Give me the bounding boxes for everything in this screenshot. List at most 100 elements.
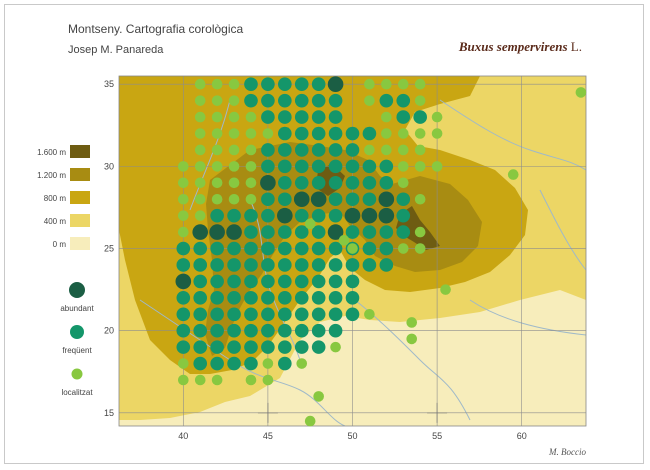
occurrence-point-frequent xyxy=(278,77,292,92)
occurrence-point-frequent xyxy=(362,176,377,190)
occurrence-point-localitzat xyxy=(381,111,392,123)
occurrence-point-localitzat xyxy=(228,95,240,106)
occurrence-point-localitzat xyxy=(211,78,223,90)
occurrence-point-frequent xyxy=(311,241,326,256)
occurrence-point-abundant xyxy=(277,207,293,224)
occurrence-point-frequent xyxy=(244,225,258,239)
occurrence-point-frequent xyxy=(311,93,326,108)
occurrence-point-frequent xyxy=(210,274,224,289)
occurrence-point-frequent xyxy=(210,258,224,272)
occurrence-point-frequent xyxy=(261,192,275,207)
occurrence-point-localitzat xyxy=(414,243,426,254)
occurrence-point-frequent xyxy=(210,356,224,371)
occurrence-point-frequent xyxy=(345,291,360,305)
occurrence-point-localitzat xyxy=(330,341,341,353)
map-author: Josep M. Panareda xyxy=(68,44,164,56)
occurrence-point-localitzat xyxy=(194,95,206,106)
occurrence-point-localitzat xyxy=(397,243,409,254)
occurrence-point-localitzat xyxy=(414,78,426,90)
occurrence-point-frequent xyxy=(244,356,258,371)
occurrence-point-frequent xyxy=(345,307,360,322)
occurrence-point-localitzat xyxy=(414,226,426,238)
occurrence-point-abundant xyxy=(327,76,344,93)
occurrence-point-localitzat xyxy=(177,161,189,172)
occurrence-point-frequent xyxy=(261,291,275,305)
occurrence-point-frequent xyxy=(328,258,343,272)
occurrence-point-frequent xyxy=(278,192,292,207)
occurrence-point-frequent xyxy=(413,110,427,124)
occurrence-point-frequent xyxy=(379,225,394,239)
occurrence-point-frequent xyxy=(311,143,326,157)
occurrence-point-frequent xyxy=(278,176,292,190)
occurrence-point-localitzat xyxy=(245,111,257,123)
occurrence-points xyxy=(175,76,587,427)
occurrence-point-frequent xyxy=(311,77,326,92)
occurrence-point-frequent xyxy=(379,241,394,256)
occurrence-point-frequent xyxy=(311,323,326,338)
occurrence-point-localitzat xyxy=(296,358,308,369)
occurrence-point-frequent xyxy=(278,274,292,289)
occurrence-point-localitzat xyxy=(194,128,206,139)
occurrence-point-localitzat xyxy=(228,177,240,189)
occurrence-point-localitzat xyxy=(228,111,240,123)
occurrence-point-frequent xyxy=(294,126,309,141)
x-tick-label: 45 xyxy=(263,431,273,441)
occurrence-point-localitzat xyxy=(194,78,206,90)
occurrence-point-frequent xyxy=(345,274,360,289)
legend-abundance-symbol xyxy=(70,325,84,339)
river-network xyxy=(139,99,586,426)
legend-altitude-swatch xyxy=(70,168,90,181)
occurrence-point-frequent xyxy=(362,258,377,272)
occurrence-point-localitzat xyxy=(381,78,392,90)
occurrence-point-frequent xyxy=(294,291,309,305)
y-tick-label: 35 xyxy=(104,79,114,89)
occurrence-point-frequent xyxy=(227,291,241,305)
occurrence-point-localitzat xyxy=(397,177,409,189)
occurrence-point-localitzat xyxy=(245,161,257,172)
occurrence-point-frequent xyxy=(261,143,275,157)
cartographer-credit: M. Boccio xyxy=(549,447,586,457)
occurrence-point-localitzat xyxy=(262,128,274,139)
occurrence-point-localitzat xyxy=(211,374,223,386)
occurrence-point-localitzat xyxy=(507,169,519,180)
occurrence-point-frequent xyxy=(396,93,411,108)
occurrence-point-abundant xyxy=(192,224,209,240)
y-tick-label: 20 xyxy=(104,326,114,336)
occurrence-point-frequent xyxy=(311,258,326,272)
occurrence-point-abundant xyxy=(175,273,192,290)
occurrence-point-localitzat xyxy=(338,235,350,246)
legend: 1.600 m 1.200 m 800 m 400 m 0 m abundant freqü… xyxy=(37,145,94,397)
occurrence-point-frequent xyxy=(176,241,191,256)
legend-abundance-label: freqüent xyxy=(62,346,92,355)
occurrence-point-frequent xyxy=(345,258,360,272)
species-name: Buxus sempervirens L. xyxy=(459,39,582,55)
occurrence-point-localitzat xyxy=(228,78,240,90)
occurrence-point-localitzat xyxy=(364,78,375,90)
occurrence-point-frequent xyxy=(311,274,326,289)
occurrence-point-frequent xyxy=(210,291,224,305)
occurrence-point-localitzat xyxy=(211,95,223,106)
legend-abundance-label: localitzat xyxy=(61,388,93,397)
occurrence-point-frequent xyxy=(311,307,326,322)
map-border xyxy=(118,75,587,427)
legend-altitude-label: 800 m xyxy=(44,194,67,203)
occurrence-point-frequent xyxy=(345,143,360,157)
occurrence-point-localitzat xyxy=(228,144,240,156)
occurrence-point-frequent xyxy=(227,356,241,371)
occurrence-point-frequent xyxy=(244,323,258,338)
legend-altitude-label: 1.200 m xyxy=(37,171,66,180)
occurrence-point-frequent xyxy=(244,208,258,223)
occurrence-point-frequent xyxy=(345,159,360,174)
occurrence-point-localitzat xyxy=(177,374,189,386)
occurrence-point-localitzat xyxy=(575,87,587,98)
occurrence-point-frequent xyxy=(328,126,343,141)
occurrence-point-localitzat xyxy=(194,161,206,172)
occurrence-point-abundant xyxy=(327,224,344,240)
occurrence-point-frequent xyxy=(328,159,343,174)
occurrence-point-frequent xyxy=(210,323,224,338)
relief-1200m xyxy=(205,142,482,356)
occurrence-point-frequent xyxy=(193,307,208,322)
occurrence-point-frequent xyxy=(362,225,377,239)
occurrence-point-frequent xyxy=(261,93,275,108)
occurrence-point-frequent xyxy=(328,241,343,256)
